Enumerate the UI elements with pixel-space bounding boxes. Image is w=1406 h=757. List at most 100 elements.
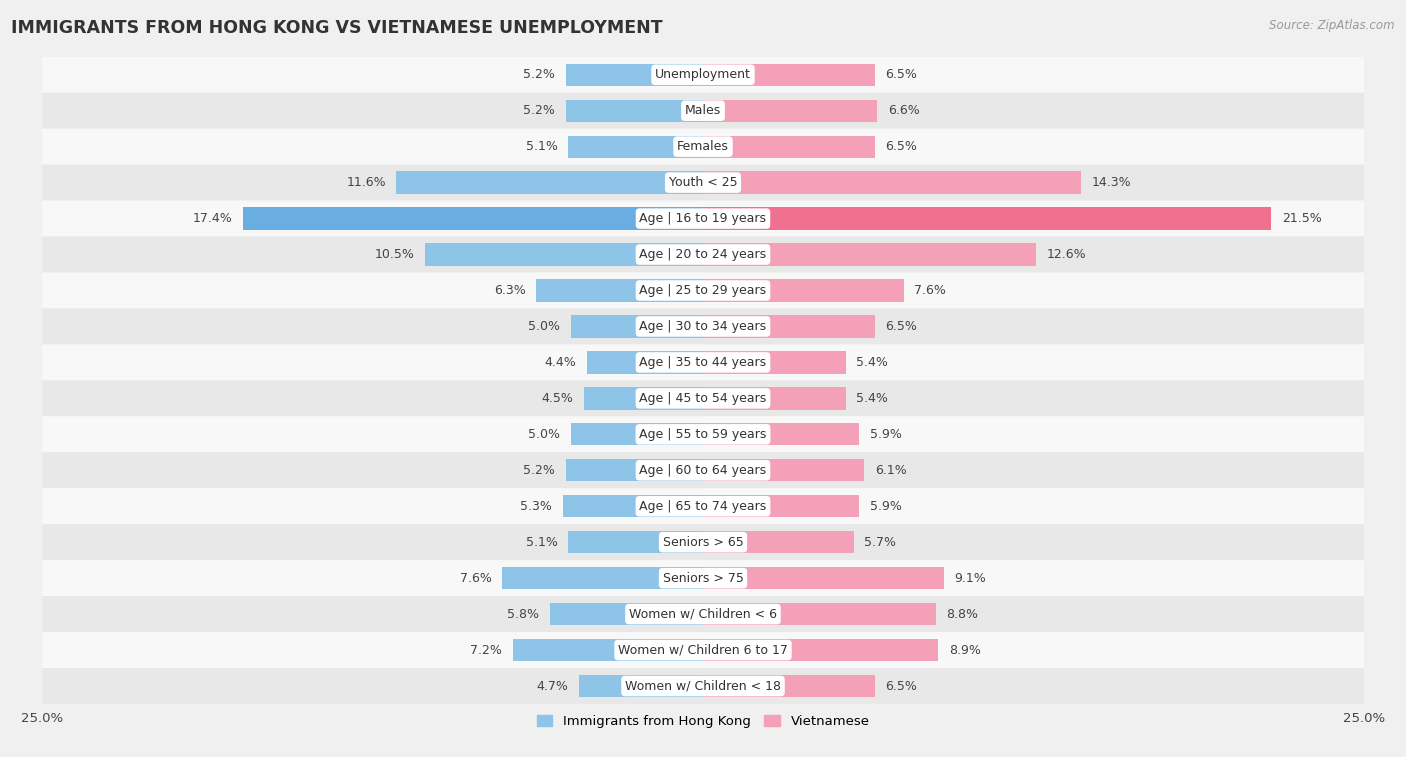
Text: 5.0%: 5.0% xyxy=(529,428,560,441)
Text: 7.6%: 7.6% xyxy=(460,572,492,584)
Bar xyxy=(703,459,865,481)
FancyBboxPatch shape xyxy=(42,560,1364,597)
Text: Age | 65 to 74 years: Age | 65 to 74 years xyxy=(640,500,766,512)
Bar xyxy=(703,64,875,86)
Text: 6.1%: 6.1% xyxy=(875,464,907,477)
Text: Youth < 25: Youth < 25 xyxy=(669,176,737,189)
Text: 5.9%: 5.9% xyxy=(869,428,901,441)
Text: Age | 30 to 34 years: Age | 30 to 34 years xyxy=(640,320,766,333)
Text: 4.7%: 4.7% xyxy=(536,680,568,693)
Text: 6.5%: 6.5% xyxy=(886,680,917,693)
Text: 8.9%: 8.9% xyxy=(949,643,981,656)
Text: 5.3%: 5.3% xyxy=(520,500,553,512)
FancyBboxPatch shape xyxy=(42,236,1364,273)
Text: Age | 25 to 29 years: Age | 25 to 29 years xyxy=(640,284,766,297)
Bar xyxy=(571,423,703,445)
Text: Males: Males xyxy=(685,104,721,117)
Text: 4.5%: 4.5% xyxy=(541,392,574,405)
Text: Age | 35 to 44 years: Age | 35 to 44 years xyxy=(640,356,766,369)
Text: 14.3%: 14.3% xyxy=(1091,176,1132,189)
Text: 5.8%: 5.8% xyxy=(508,608,538,621)
Bar xyxy=(703,423,859,445)
Bar xyxy=(568,136,703,157)
Text: Source: ZipAtlas.com: Source: ZipAtlas.com xyxy=(1270,19,1395,32)
Text: 6.5%: 6.5% xyxy=(886,68,917,81)
Bar xyxy=(586,351,703,373)
Bar xyxy=(565,459,703,481)
Bar xyxy=(703,172,1081,194)
Bar xyxy=(571,316,703,338)
Bar xyxy=(703,100,877,122)
Bar xyxy=(579,675,703,697)
Text: Women w/ Children 6 to 17: Women w/ Children 6 to 17 xyxy=(619,643,787,656)
FancyBboxPatch shape xyxy=(42,309,1364,344)
FancyBboxPatch shape xyxy=(42,201,1364,236)
FancyBboxPatch shape xyxy=(42,632,1364,668)
Bar xyxy=(703,603,935,625)
Bar xyxy=(502,567,703,589)
Text: Age | 16 to 19 years: Age | 16 to 19 years xyxy=(640,212,766,225)
FancyBboxPatch shape xyxy=(42,452,1364,488)
FancyBboxPatch shape xyxy=(42,597,1364,632)
Text: 4.4%: 4.4% xyxy=(544,356,576,369)
FancyBboxPatch shape xyxy=(42,668,1364,704)
Bar xyxy=(703,388,846,410)
Bar xyxy=(565,64,703,86)
Text: 10.5%: 10.5% xyxy=(375,248,415,261)
Text: 11.6%: 11.6% xyxy=(346,176,385,189)
FancyBboxPatch shape xyxy=(42,93,1364,129)
FancyBboxPatch shape xyxy=(42,488,1364,524)
Text: Age | 55 to 59 years: Age | 55 to 59 years xyxy=(640,428,766,441)
Bar xyxy=(568,531,703,553)
Bar xyxy=(703,136,875,157)
Text: Seniors > 65: Seniors > 65 xyxy=(662,536,744,549)
Bar xyxy=(703,279,904,301)
Legend: Immigrants from Hong Kong, Vietnamese: Immigrants from Hong Kong, Vietnamese xyxy=(531,709,875,733)
Text: Unemployment: Unemployment xyxy=(655,68,751,81)
Text: 5.7%: 5.7% xyxy=(865,536,896,549)
Text: 5.2%: 5.2% xyxy=(523,464,555,477)
Text: 5.1%: 5.1% xyxy=(526,140,558,153)
Bar xyxy=(703,639,938,661)
Text: 5.4%: 5.4% xyxy=(856,356,889,369)
Text: Age | 60 to 64 years: Age | 60 to 64 years xyxy=(640,464,766,477)
Bar xyxy=(703,316,875,338)
FancyBboxPatch shape xyxy=(42,344,1364,380)
Bar xyxy=(243,207,703,229)
Text: Women w/ Children < 6: Women w/ Children < 6 xyxy=(628,608,778,621)
Bar xyxy=(703,351,846,373)
FancyBboxPatch shape xyxy=(42,129,1364,165)
FancyBboxPatch shape xyxy=(42,380,1364,416)
Text: 9.1%: 9.1% xyxy=(955,572,986,584)
Bar xyxy=(426,244,703,266)
Text: 6.5%: 6.5% xyxy=(886,140,917,153)
FancyBboxPatch shape xyxy=(42,416,1364,452)
Bar xyxy=(703,207,1271,229)
Text: 8.8%: 8.8% xyxy=(946,608,979,621)
Text: Females: Females xyxy=(678,140,728,153)
Text: 12.6%: 12.6% xyxy=(1046,248,1087,261)
Bar xyxy=(583,388,703,410)
Text: 5.2%: 5.2% xyxy=(523,68,555,81)
Bar xyxy=(513,639,703,661)
Text: 6.5%: 6.5% xyxy=(886,320,917,333)
Bar xyxy=(703,531,853,553)
FancyBboxPatch shape xyxy=(42,524,1364,560)
FancyBboxPatch shape xyxy=(42,165,1364,201)
Text: 7.2%: 7.2% xyxy=(470,643,502,656)
Text: 6.3%: 6.3% xyxy=(494,284,526,297)
Bar xyxy=(562,495,703,517)
Bar xyxy=(396,172,703,194)
FancyBboxPatch shape xyxy=(42,57,1364,93)
Text: 17.4%: 17.4% xyxy=(193,212,232,225)
FancyBboxPatch shape xyxy=(42,273,1364,309)
Bar xyxy=(703,495,859,517)
Text: 5.9%: 5.9% xyxy=(869,500,901,512)
Bar xyxy=(703,567,943,589)
Text: 6.6%: 6.6% xyxy=(889,104,920,117)
Text: 5.4%: 5.4% xyxy=(856,392,889,405)
Bar xyxy=(550,603,703,625)
Text: 5.1%: 5.1% xyxy=(526,536,558,549)
Text: Seniors > 75: Seniors > 75 xyxy=(662,572,744,584)
Bar xyxy=(537,279,703,301)
